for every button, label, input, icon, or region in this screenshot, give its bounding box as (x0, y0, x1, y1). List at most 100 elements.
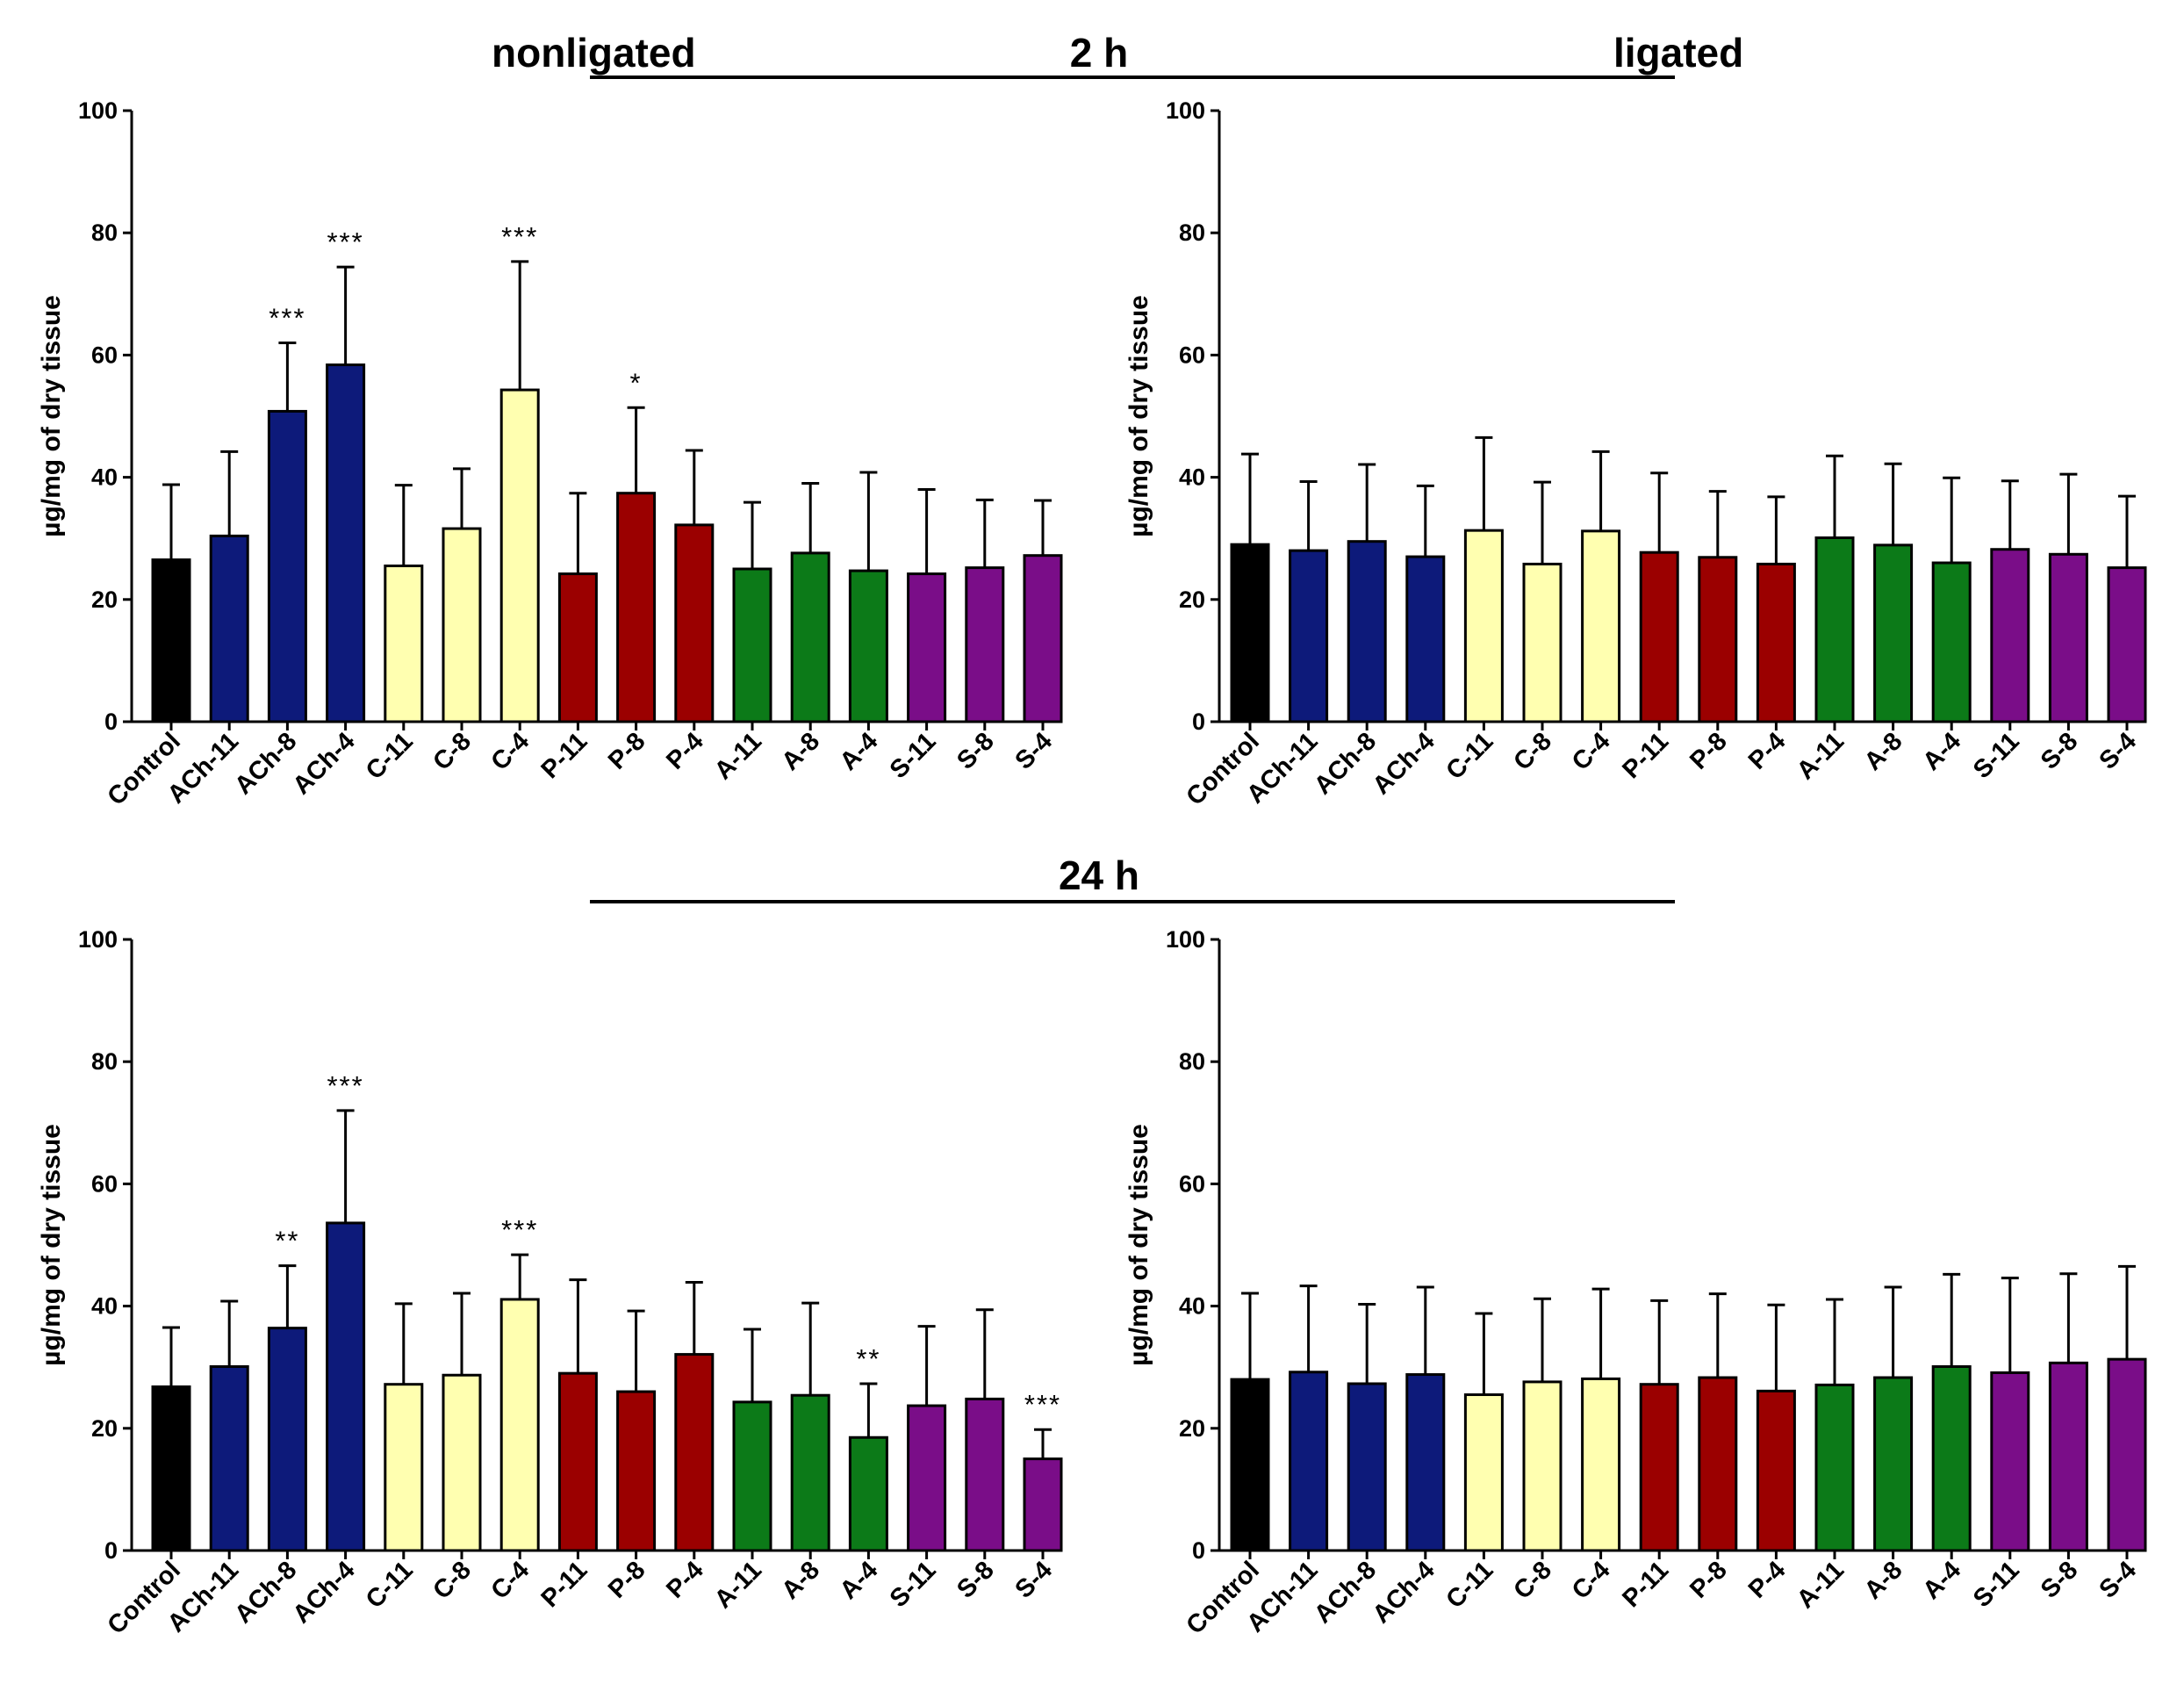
x-tick-label: S-8 (952, 727, 1000, 775)
bar-p-11 (1639, 550, 1679, 723)
x-tick-label: C-11 (1440, 1556, 1498, 1614)
x-tick-label: A-8 (1859, 727, 1908, 776)
bar-ach-4 (326, 363, 366, 723)
x-tick-label: ACh-4 (288, 1556, 361, 1629)
header-nonligated: nonligated (492, 30, 696, 76)
y-tick-label: 100 (1166, 97, 1205, 124)
bar-p-4 (1756, 1389, 1796, 1552)
bar-p-4 (1756, 562, 1796, 723)
bar-a-8 (790, 1393, 830, 1552)
y-tick-label: 20 (1179, 1415, 1205, 1442)
y-tick-label: 80 (91, 219, 118, 246)
y-tick-label: 0 (104, 1537, 118, 1564)
bar-control (151, 1385, 191, 1552)
bar-c-4 (499, 388, 540, 723)
x-tick-label: S-4 (1009, 1556, 1058, 1604)
header-2h: 2 h (1070, 30, 1128, 76)
significance-label: *** (327, 227, 363, 257)
x-tick-label: P-4 (661, 1556, 709, 1604)
bar-ach-11 (209, 534, 249, 723)
bar-control (151, 558, 191, 723)
y-tick-label: 20 (1179, 586, 1205, 613)
bar-a-4 (1931, 561, 1972, 723)
bar-c-11 (1463, 1393, 1504, 1552)
bar-ach-4 (1405, 1373, 1446, 1552)
significance-label: *** (1024, 1389, 1061, 1420)
y-tick-label: 20 (91, 1415, 118, 1442)
x-tick-label: ACh-4 (288, 727, 361, 800)
bar-a-8 (1873, 1376, 1914, 1552)
x-tick-label: ACh-8 (1309, 727, 1382, 800)
y-tick-label: 100 (78, 926, 118, 953)
bar-s-11 (1990, 1371, 2030, 1552)
x-tick-label: C-11 (1440, 727, 1498, 785)
y-tick-label: 60 (1179, 1170, 1205, 1197)
bar-c-4 (1581, 529, 1621, 723)
y-tick-label: 100 (78, 97, 118, 124)
bar-s-11 (907, 572, 947, 723)
x-tick-label: S-8 (2036, 1556, 2084, 1604)
bar-p-8 (1698, 556, 1738, 723)
y-axis-label: µg/mg of dry tissue (1124, 1124, 1153, 1366)
x-tick-label: P-11 (536, 727, 593, 784)
x-tick-label: S-11 (1968, 727, 2025, 784)
significance-label: *** (269, 302, 305, 333)
bar-ach-8 (1347, 1382, 1387, 1552)
bar-c-8 (1522, 1380, 1563, 1552)
x-tick-label: P-4 (661, 727, 709, 775)
significance-label: ** (275, 1226, 299, 1256)
bar-s-8 (2048, 1361, 2088, 1552)
x-tick-label: A-8 (1859, 1556, 1908, 1605)
bar-ach-11 (1289, 1371, 1329, 1552)
y-tick-label: 40 (91, 1293, 118, 1320)
bar-c-8 (1522, 562, 1563, 723)
bar-s-11 (1990, 548, 2030, 723)
significance-label: *** (501, 221, 538, 252)
bar-p-11 (557, 572, 598, 723)
x-tick-label: P-4 (1743, 1556, 1792, 1604)
bar-ach-4 (1405, 555, 1446, 723)
bar-p-4 (674, 523, 715, 723)
bar-a-4 (848, 1436, 888, 1552)
x-tick-label: C-8 (1508, 727, 1557, 776)
bar-a-8 (1873, 543, 1914, 723)
bar-p-8 (616, 1390, 657, 1552)
x-tick-label: P-8 (1685, 1556, 1733, 1604)
x-tick-label: S-11 (1968, 1556, 2025, 1613)
y-tick-label: 100 (1166, 926, 1205, 953)
y-tick-label: 0 (1192, 709, 1205, 735)
bar-s-4 (1023, 554, 1063, 723)
x-tick-label: A-8 (776, 1556, 825, 1605)
x-tick-label: P-11 (536, 1556, 593, 1613)
bar-c-4 (499, 1298, 540, 1552)
bar-p-11 (1639, 1383, 1679, 1552)
y-tick-label: 60 (1179, 342, 1205, 368)
significance-label: ** (856, 1343, 880, 1374)
x-tick-label: A-8 (776, 727, 825, 776)
x-tick-label: C-8 (1508, 1556, 1557, 1605)
x-tick-label: C-11 (361, 1556, 419, 1614)
x-tick-label: C-11 (361, 727, 419, 785)
x-tick-label: ACh-8 (229, 727, 302, 800)
x-tick-label: P-11 (1617, 1556, 1674, 1613)
x-tick-label: A-4 (835, 1556, 884, 1605)
y-tick-label: 60 (91, 342, 118, 368)
bar-c-8 (442, 1373, 482, 1552)
y-tick-label: 0 (1192, 1537, 1205, 1564)
bar-c-11 (384, 1383, 424, 1552)
significance-label: *** (501, 1214, 538, 1245)
x-tick-label: P-8 (1685, 727, 1733, 775)
x-tick-label: S-11 (885, 1556, 942, 1613)
bar-a-4 (1931, 1365, 1972, 1552)
bar-p-11 (557, 1371, 598, 1552)
y-tick-label: 0 (104, 709, 118, 735)
x-tick-label: C-4 (1567, 727, 1616, 776)
bar-a-11 (732, 567, 772, 723)
bar-c-11 (384, 565, 424, 723)
y-tick-label: 80 (91, 1048, 118, 1075)
bar-a-11 (1814, 536, 1855, 723)
header-24h: 24 h (1059, 853, 1139, 898)
